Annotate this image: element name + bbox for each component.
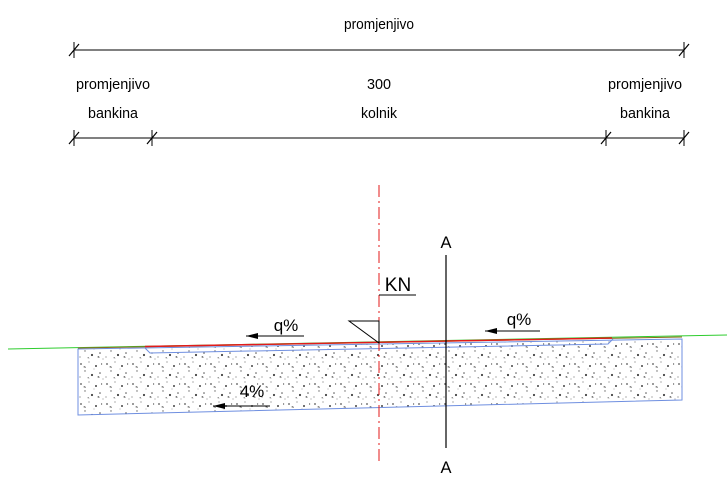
- base-slope-label: 4%: [240, 382, 265, 401]
- slope-arrow-left: q%: [246, 316, 304, 339]
- cut-label-top: A: [441, 233, 453, 252]
- tick-mark: [146, 131, 158, 145]
- kn-label: KN: [385, 275, 411, 296]
- slope-arrow-right: q%: [485, 310, 540, 334]
- elevation-triangle-icon: [347, 320, 380, 344]
- left-dimension-sublabel: bankina: [88, 105, 139, 122]
- segment-dimensions: promjenjivo bankina 300 kolnik promjenji…: [68, 76, 690, 146]
- center-dimension-label: kolnik: [361, 105, 397, 122]
- slope-left-label: q%: [274, 316, 299, 335]
- slope-right-label: q%: [507, 310, 532, 329]
- tick-mark: [68, 43, 80, 57]
- pavement-layer: [77, 338, 683, 416]
- cut-label-bottom: A: [441, 458, 453, 477]
- kn-marker: KN: [347, 275, 416, 344]
- base-course: [77, 338, 683, 416]
- tick-mark: [600, 131, 612, 145]
- arrow-left-icon: [246, 333, 258, 339]
- overall-dimension-label: promjenjivo: [344, 16, 414, 33]
- tick-mark: [678, 131, 690, 145]
- arrow-left-icon: [213, 403, 225, 409]
- right-dimension-sublabel: bankina: [620, 105, 671, 122]
- right-dimension-label: promjenjivo: [608, 76, 682, 93]
- tick-mark: [68, 131, 80, 145]
- left-dimension-label: promjenjivo: [76, 76, 150, 93]
- tick-mark: [678, 43, 690, 57]
- slope-arrow-base: 4%: [213, 382, 270, 409]
- arrow-left-icon: [485, 328, 497, 334]
- overall-dimension: promjenjivo: [68, 16, 690, 58]
- center-dimension-value: 300: [367, 76, 391, 93]
- cut-line-a: A A: [441, 233, 453, 477]
